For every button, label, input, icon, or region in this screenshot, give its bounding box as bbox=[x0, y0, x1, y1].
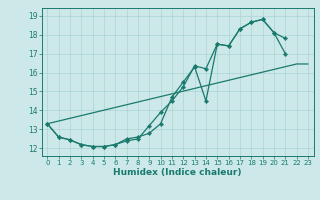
X-axis label: Humidex (Indice chaleur): Humidex (Indice chaleur) bbox=[113, 168, 242, 177]
